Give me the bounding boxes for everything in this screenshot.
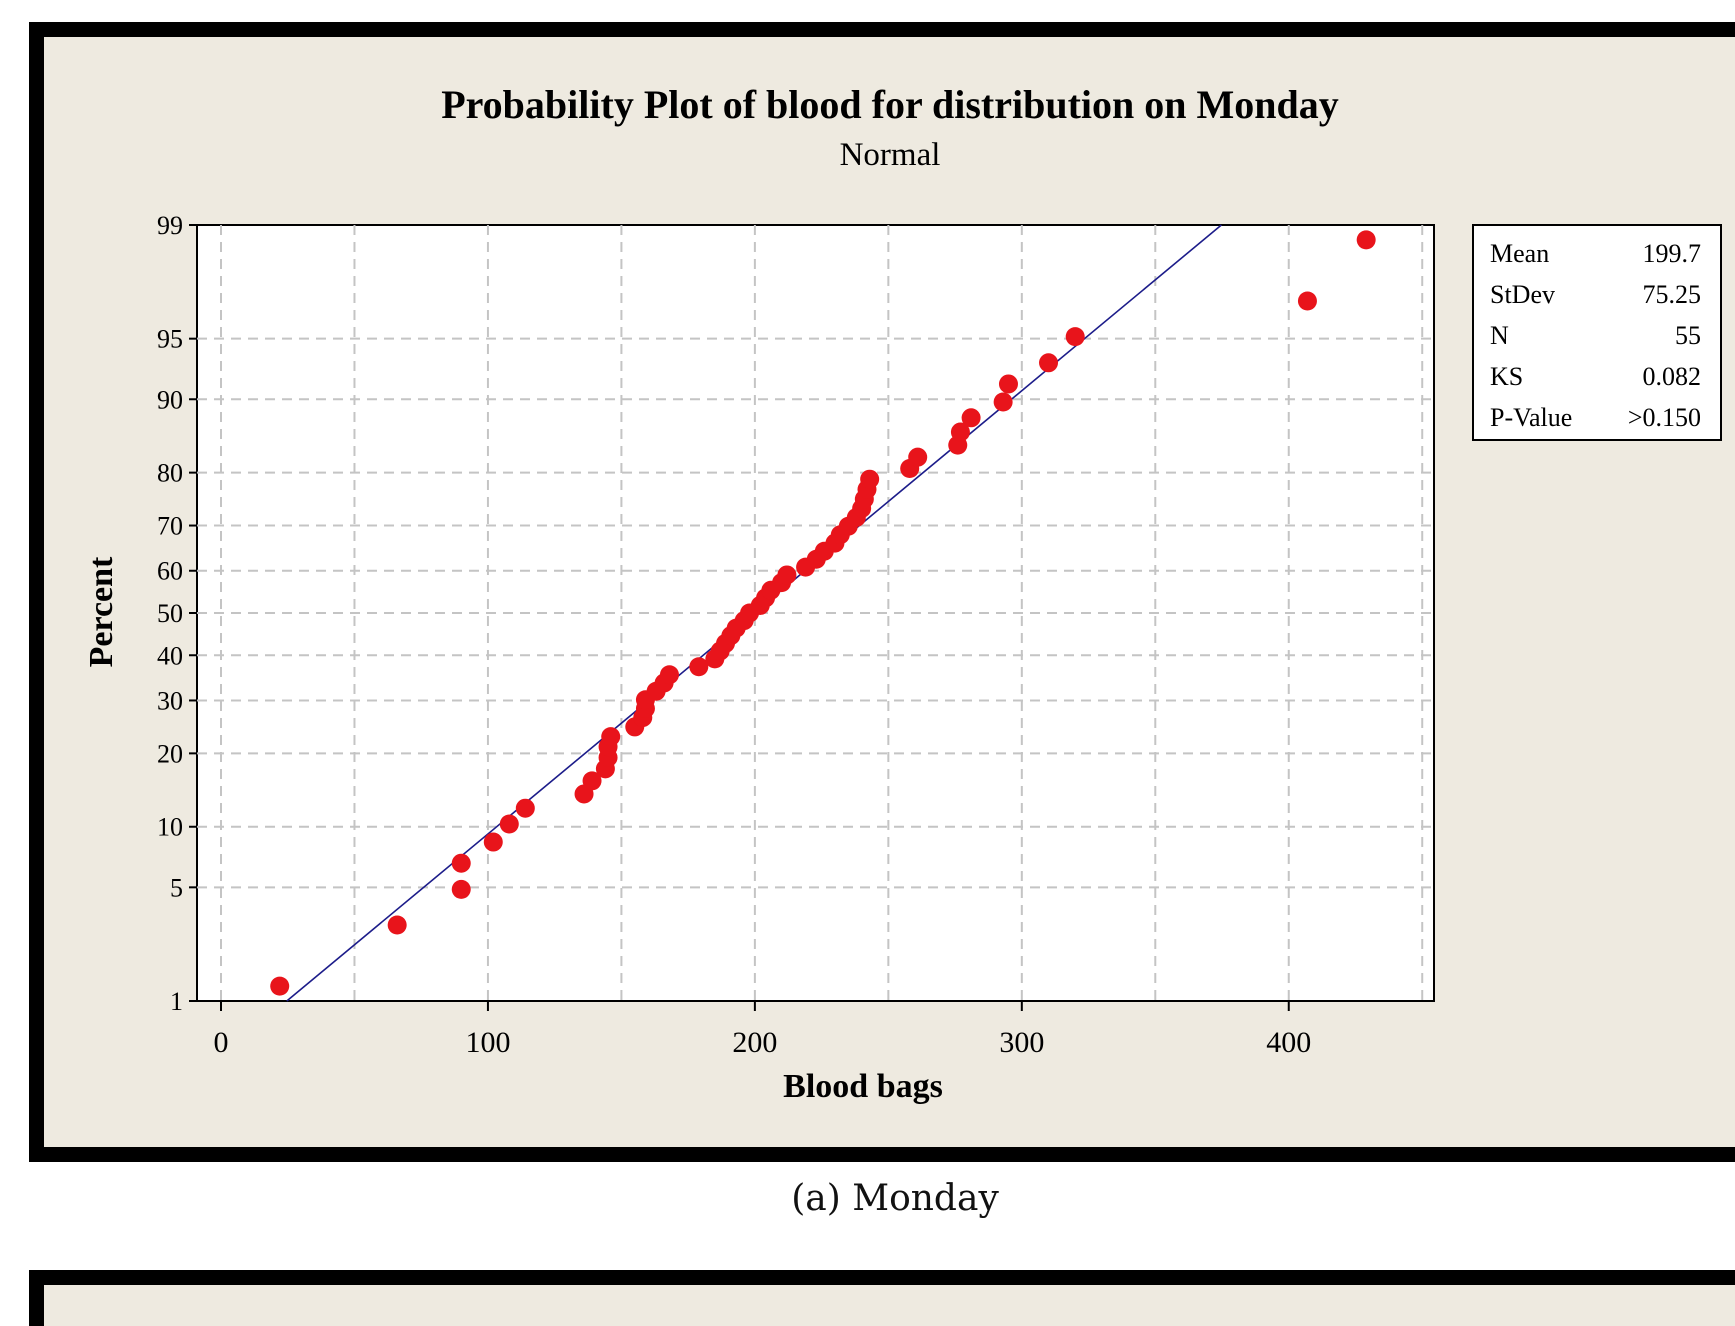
data-point (499, 814, 519, 834)
legend-value: 75.25 (1643, 280, 1702, 309)
legend-label: P-Value (1490, 403, 1572, 432)
data-point (689, 657, 709, 677)
chart-subtitle: Normal (840, 137, 941, 173)
legend-value: 0.082 (1643, 362, 1702, 391)
y-tick-label: 70 (157, 512, 183, 541)
y-tick-label: 90 (157, 385, 183, 414)
y-tick-label: 20 (157, 739, 183, 768)
legend-value: 199.7 (1643, 239, 1702, 268)
grid (197, 225, 1434, 1001)
y-tick-label: 10 (157, 813, 183, 842)
data-point (1297, 291, 1317, 311)
legend-value: 55 (1675, 321, 1701, 350)
y-axis-label: Percent (83, 556, 120, 667)
stats-legend (1472, 224, 1722, 441)
data-point (451, 853, 471, 873)
y-tick-label: 5 (170, 873, 183, 902)
data-point (860, 469, 880, 489)
data-point (961, 408, 981, 428)
y-tick-label: 60 (157, 557, 183, 586)
data-point (777, 565, 797, 585)
data-point (908, 447, 928, 467)
data-point (993, 392, 1013, 412)
stats-legend-entries: Mean 199.7 StDev 75.25 N 55 KS 0.082 P-Value >0.1… (1490, 239, 1701, 432)
y-tick-label: 40 (157, 641, 183, 670)
legend-label: KS (1490, 362, 1523, 391)
data-point (1065, 327, 1085, 347)
y-tick-label: 99 (157, 211, 183, 240)
data-point (998, 374, 1018, 394)
legend-label: N (1490, 321, 1509, 350)
axes: 1 5 10 20 30 40 50 60 70 80 90 95 99 0 100 200 300 400 (157, 211, 1311, 1059)
data-point (950, 422, 970, 442)
legend-label: Mean (1490, 239, 1549, 268)
y-tick-label: 50 (157, 599, 183, 628)
chart-panel-next (44, 1285, 1735, 1326)
data-point (659, 665, 679, 685)
legend-value: >0.150 (1628, 403, 1701, 432)
x-tick-label: 400 (1266, 1026, 1311, 1059)
x-tick-label: 100 (465, 1026, 510, 1059)
x-tick-label: 200 (732, 1026, 777, 1059)
data-point (387, 915, 407, 935)
data-point (270, 976, 290, 996)
data-points (270, 230, 1376, 996)
x-axis-label: Blood bags (783, 1068, 943, 1105)
y-tick-label: 80 (157, 459, 183, 488)
data-point (451, 879, 471, 899)
data-point (1039, 353, 1059, 373)
y-tick-label: 30 (157, 686, 183, 715)
figure-caption: (a) Monday (791, 1178, 999, 1219)
data-point (483, 832, 503, 852)
y-tick-label: 95 (157, 325, 183, 354)
data-point (601, 727, 621, 747)
data-point (582, 771, 602, 791)
data-point (515, 798, 535, 818)
legend-label: StDev (1490, 280, 1555, 309)
y-tick-label: 1 (170, 987, 183, 1016)
x-tick-label: 300 (999, 1026, 1044, 1059)
x-tick-label: 0 (214, 1026, 229, 1059)
chart-title: Probability Plot of blood for distributi… (441, 82, 1339, 127)
data-point (1356, 230, 1376, 250)
